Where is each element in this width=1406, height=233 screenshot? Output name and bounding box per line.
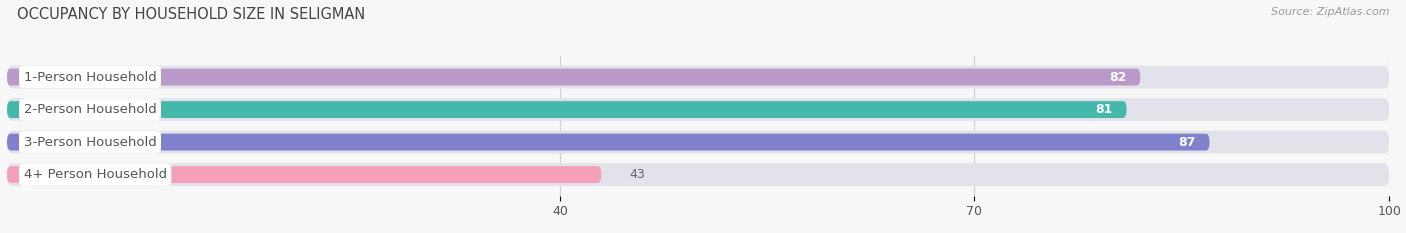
FancyBboxPatch shape (7, 66, 1389, 89)
FancyBboxPatch shape (7, 166, 602, 183)
Text: OCCUPANCY BY HOUSEHOLD SIZE IN SELIGMAN: OCCUPANCY BY HOUSEHOLD SIZE IN SELIGMAN (17, 7, 366, 22)
Text: 2-Person Household: 2-Person Household (24, 103, 156, 116)
FancyBboxPatch shape (7, 98, 1389, 121)
Text: 4+ Person Household: 4+ Person Household (24, 168, 167, 181)
Text: 81: 81 (1095, 103, 1112, 116)
Text: Source: ZipAtlas.com: Source: ZipAtlas.com (1271, 7, 1389, 17)
FancyBboxPatch shape (7, 131, 1389, 154)
Text: 3-Person Household: 3-Person Household (24, 136, 156, 149)
Text: 1-Person Household: 1-Person Household (24, 71, 156, 84)
FancyBboxPatch shape (7, 163, 1389, 186)
Text: 43: 43 (628, 168, 645, 181)
Text: 82: 82 (1109, 71, 1126, 84)
FancyBboxPatch shape (7, 101, 1126, 118)
FancyBboxPatch shape (7, 69, 1140, 86)
Text: 87: 87 (1178, 136, 1195, 149)
FancyBboxPatch shape (7, 134, 1209, 151)
